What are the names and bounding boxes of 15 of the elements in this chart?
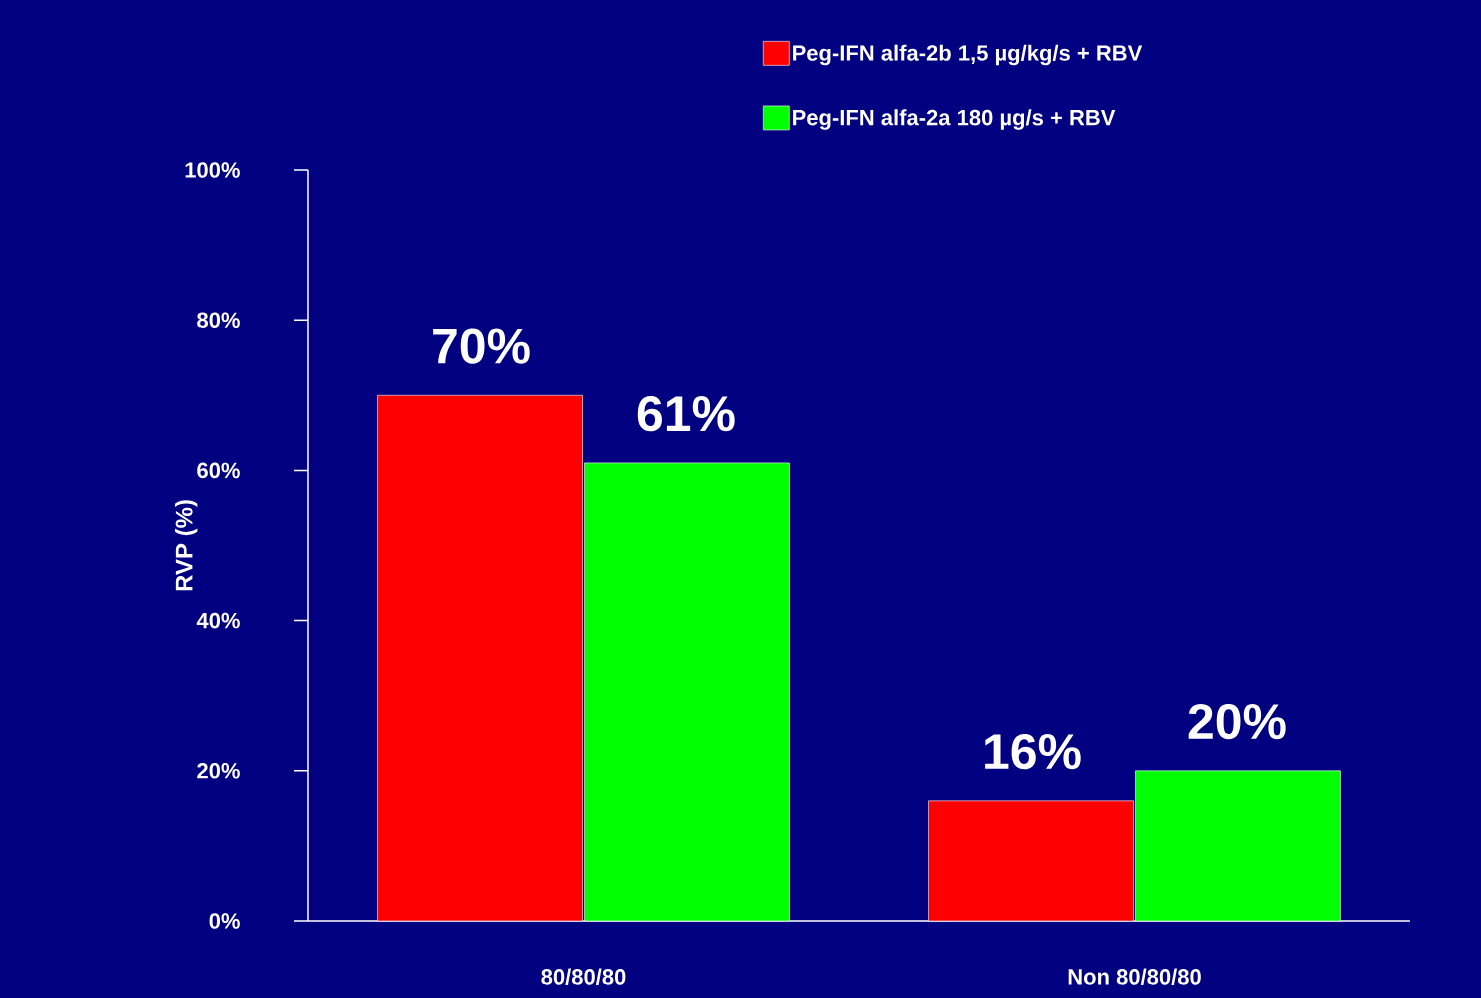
data-label: 61% [637,395,735,432]
y-tick-label: 20% [197,763,240,779]
y-tick-label: 0% [209,913,240,929]
legend-label: Peg-IFN alfa-2a 180 µg/s + RBV [793,109,1116,130]
y-tick-label: 60% [197,462,240,479]
legend-label: Peg-IFN alfa-2b 1,5 µg/kg/s + RBV [793,44,1143,66]
y-axis-title: RVP (%) [175,500,198,591]
x-tick-label: 80/80/80 [541,968,626,985]
data-label: 16% [985,733,1081,770]
y-tick-label: 100% [185,162,240,178]
y-tick-label: 40% [196,612,240,629]
data-label: 70% [433,328,530,364]
data-label: 20% [1188,703,1286,740]
x-tick-label: Non 80/80/80 [1068,968,1201,985]
y-tick-label: 80% [197,312,240,328]
